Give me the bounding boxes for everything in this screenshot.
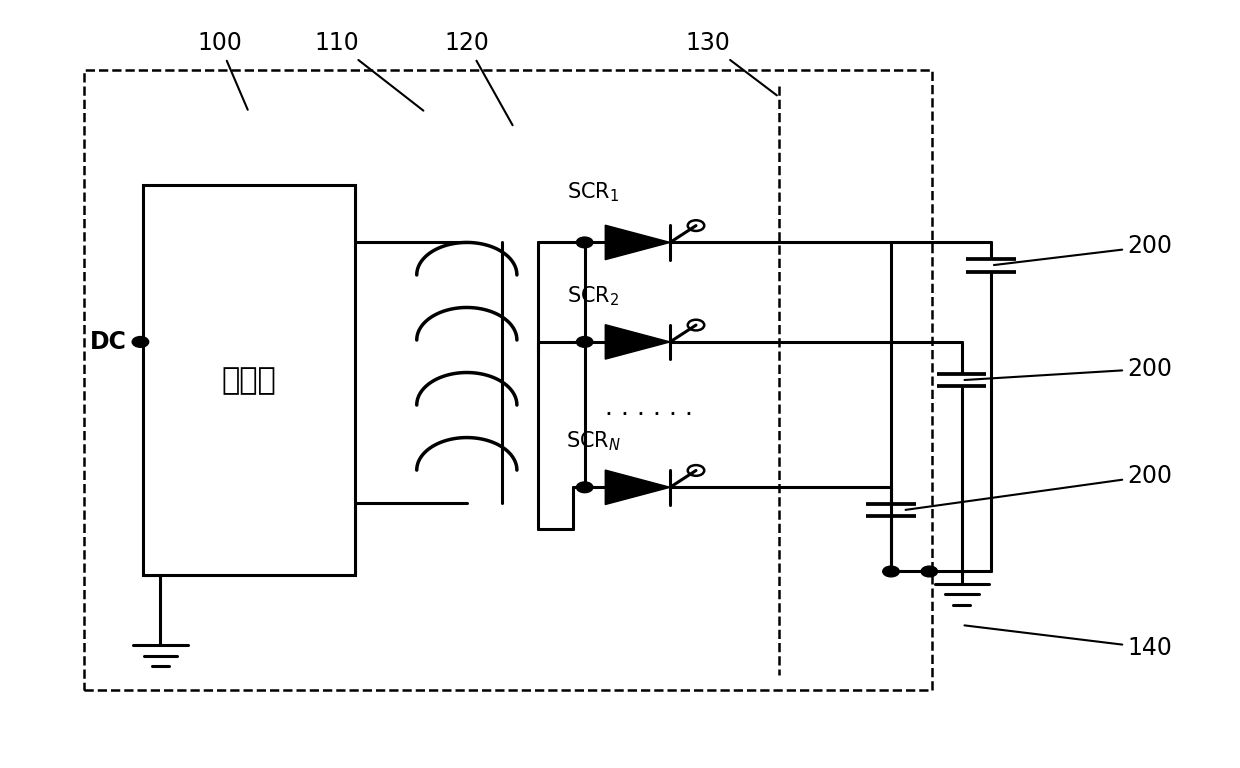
Text: $\mathrm{SCR}_2$: $\mathrm{SCR}_2$ — [567, 284, 620, 308]
Text: 110: 110 — [315, 31, 423, 111]
Text: $\mathrm{SCR}_1$: $\mathrm{SCR}_1$ — [567, 181, 620, 204]
Text: 200: 200 — [994, 234, 1173, 265]
Circle shape — [133, 336, 149, 347]
Text: · · · · · ·: · · · · · · — [605, 402, 693, 426]
Text: 130: 130 — [686, 31, 776, 95]
Bar — [143, 185, 355, 575]
Text: 200: 200 — [965, 356, 1173, 381]
Polygon shape — [605, 325, 670, 359]
Text: 逆变器: 逆变器 — [222, 366, 277, 395]
Circle shape — [921, 566, 937, 577]
Circle shape — [883, 566, 899, 577]
Text: 140: 140 — [965, 625, 1173, 660]
Circle shape — [577, 336, 593, 347]
Text: $\mathrm{SCR}_N$: $\mathrm{SCR}_N$ — [565, 429, 621, 453]
Text: 100: 100 — [197, 31, 248, 110]
Circle shape — [577, 482, 593, 492]
Circle shape — [577, 237, 593, 248]
Polygon shape — [605, 470, 670, 505]
Bar — [84, 70, 932, 690]
Text: 200: 200 — [905, 464, 1173, 510]
Text: DC: DC — [89, 330, 126, 354]
Text: 120: 120 — [444, 31, 512, 125]
Polygon shape — [605, 225, 670, 260]
